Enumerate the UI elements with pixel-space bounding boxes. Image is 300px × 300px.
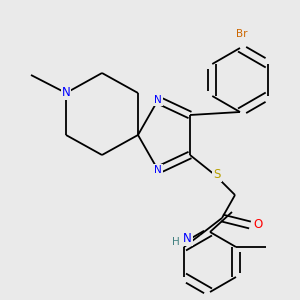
Text: H: H: [172, 237, 180, 247]
Text: N: N: [183, 232, 192, 245]
Text: N: N: [154, 95, 162, 105]
Text: Br: Br: [236, 29, 248, 39]
Text: N: N: [154, 165, 162, 175]
Text: S: S: [213, 169, 221, 182]
Text: N: N: [61, 86, 70, 100]
Text: O: O: [254, 218, 262, 232]
